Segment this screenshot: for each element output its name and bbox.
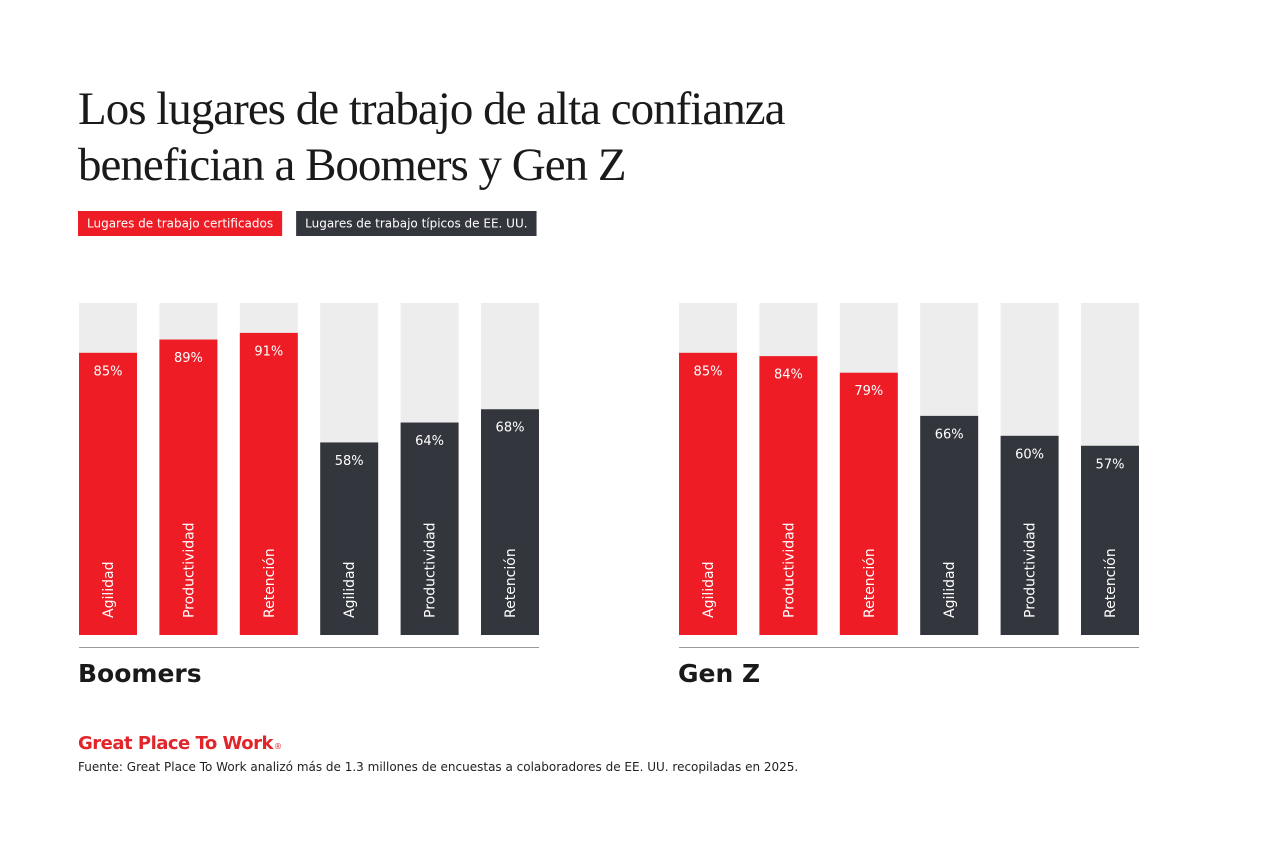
category-label: Productividad xyxy=(1023,522,1039,618)
legend-label: Lugares de trabajo típicos de EE. UU. xyxy=(305,217,527,231)
bar-chart: 85% Agilidad 89% Productividad 91% Retención 5… xyxy=(78,303,539,688)
bar xyxy=(239,332,298,635)
brand-mark: ® xyxy=(274,742,282,751)
bar xyxy=(320,442,379,635)
category-label: Productividad xyxy=(781,522,797,618)
category-label: Retención xyxy=(262,548,278,618)
legend-item: Lugares de trabajo típicos de EE. UU. xyxy=(296,211,537,236)
category-label: Agilidad xyxy=(942,562,958,619)
bar xyxy=(1081,445,1139,635)
chart-title: Gen Z xyxy=(678,659,760,688)
value-label: 85% xyxy=(694,364,723,379)
value-label: 79% xyxy=(854,384,883,399)
legend-label: Lugares de trabajo certificados xyxy=(87,217,273,231)
value-label: 68% xyxy=(496,421,525,436)
bar xyxy=(481,409,539,635)
bar-chart: 85% Agilidad 84% Productividad 79% Retención 6… xyxy=(678,303,1139,688)
category-label: Agilidad xyxy=(342,562,358,619)
legend-swatch xyxy=(296,211,537,236)
chart-title: Boomers xyxy=(78,659,202,688)
category-label: Retención xyxy=(1103,548,1119,618)
legend-item: Lugares de trabajo certificados xyxy=(78,211,283,236)
category-label: Agilidad xyxy=(701,562,717,619)
category-label: Productividad xyxy=(423,522,439,618)
category-label: Agilidad xyxy=(101,562,117,619)
value-label: 66% xyxy=(935,427,964,442)
bar xyxy=(400,422,459,635)
title-line: Los lugares de trabajo de alta confianza xyxy=(78,83,786,135)
brand-name: Great Place To Work xyxy=(78,733,275,754)
category-label: Retención xyxy=(503,548,519,618)
title-line: benefician a Boomers y Gen Z xyxy=(78,139,626,191)
bar xyxy=(920,415,979,635)
source: Fuente: Great Place To Work analizó más … xyxy=(78,760,798,774)
category-label: Retención xyxy=(862,548,878,618)
bar xyxy=(159,339,218,635)
bar xyxy=(759,356,818,635)
bar xyxy=(839,372,898,635)
value-label: 60% xyxy=(1015,447,1044,462)
value-label: 89% xyxy=(174,351,203,366)
value-label: 84% xyxy=(774,368,803,383)
value-label: 91% xyxy=(254,344,283,359)
value-label: 85% xyxy=(94,364,123,379)
charts: 85% Agilidad 89% Productividad 91% Retención 5… xyxy=(78,303,1139,688)
value-label: 58% xyxy=(335,454,364,469)
bar xyxy=(79,352,137,635)
category-label: Productividad xyxy=(181,522,197,618)
bar xyxy=(679,352,737,635)
brand: Great Place To Work® xyxy=(78,733,282,754)
value-label: 64% xyxy=(415,434,444,449)
bar xyxy=(1000,435,1059,635)
value-label: 57% xyxy=(1096,457,1125,472)
legend-swatch xyxy=(78,211,283,236)
legend: Lugares de trabajo certificados Lugares d… xyxy=(78,211,537,236)
